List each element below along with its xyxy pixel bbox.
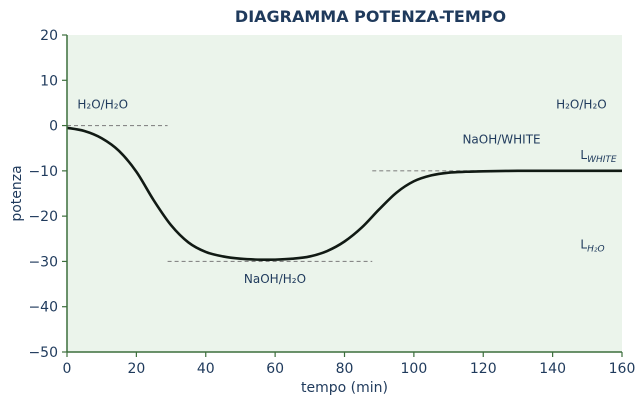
x-tick-label: 60 — [266, 361, 284, 377]
y-tick-label: −30 — [28, 254, 58, 270]
annotation: NaOH/WHITE — [462, 133, 540, 147]
y-axis-ticks: 20 10 0 −10 −20 −30 −40 −50 — [28, 28, 67, 361]
annotation: NaOH/H₂O — [244, 272, 306, 286]
series-line — [66, 126, 622, 262]
chart-title: DIAGRAMMA POTENZA-TEMPO — [235, 7, 506, 26]
x-tick-label: 120 — [470, 361, 497, 377]
y-tick-label: −50 — [28, 345, 58, 361]
plot-background — [67, 35, 622, 352]
x-tick-label: 140 — [539, 361, 566, 377]
x-tick-label: 80 — [336, 361, 354, 377]
reference-lines — [67, 125, 622, 262]
annotation: H₂O/H₂O — [77, 97, 128, 111]
annotation: H₂O/H₂O — [556, 97, 607, 111]
y-tick-label: −20 — [28, 209, 58, 225]
y-tick-label: 0 — [49, 119, 58, 135]
x-tick-label: 0 — [63, 361, 72, 377]
annotation: LWHITE — [580, 148, 617, 165]
y-tick-label: −40 — [28, 300, 58, 316]
x-axis-ticks: 0 20 40 60 80 100 120 140 160 — [63, 352, 636, 377]
x-tick-label: 160 — [609, 361, 636, 377]
y-tick-label: 20 — [40, 28, 58, 44]
x-tick-label: 20 — [127, 361, 145, 377]
y-axis-label: potenza — [9, 165, 25, 221]
annotation: LH₂O — [580, 238, 604, 255]
y-tick-label: 10 — [40, 73, 58, 89]
x-tick-label: 100 — [401, 361, 428, 377]
x-axis-label: tempo (min) — [301, 380, 388, 396]
y-tick-label: −10 — [28, 164, 58, 180]
annotations: H₂O/H₂O NaOH/H₂O NaOH/WHITE H₂O/H₂O LWHITE LH… — [77, 97, 616, 286]
x-tick-label: 40 — [197, 361, 215, 377]
